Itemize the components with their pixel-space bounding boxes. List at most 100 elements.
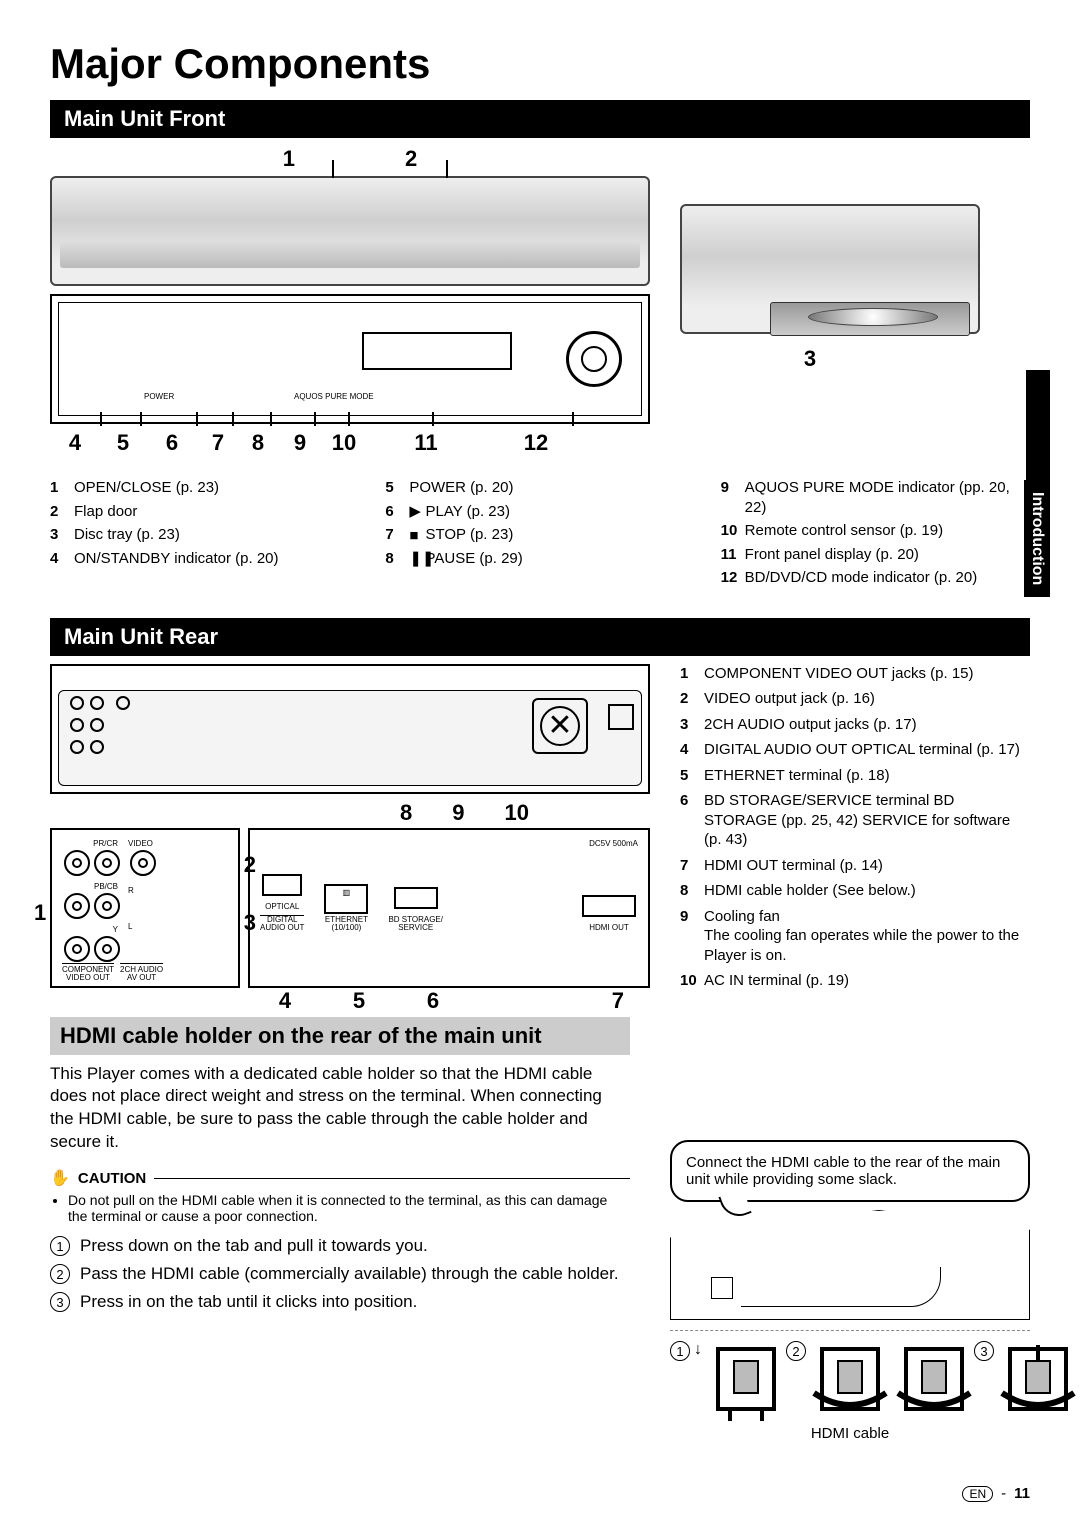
legend-item: 1COMPONENT VIDEO OUT jacks (p. 15) [680, 664, 1030, 684]
caution-list: Do not pull on the HDMI cable when it is… [50, 1192, 630, 1224]
caution-heading: ✋ CAUTION [50, 1168, 630, 1188]
power-label: POWER [144, 392, 174, 401]
display-box [362, 332, 512, 370]
unit-rear-sketch [670, 1210, 1030, 1320]
label-r: R [128, 887, 158, 895]
hdmi-heading: HDMI cable holder on the rear of the mai… [50, 1017, 630, 1055]
callout-1: 1 [283, 146, 295, 172]
rear-detail-a: 1 2 3 PR/CR PB/CB Y VIDEO R [50, 828, 240, 988]
callout-2: 2 [405, 146, 417, 172]
legend-item: 6▶ PLAY (p. 23) [385, 502, 694, 522]
label-l: L [128, 923, 158, 931]
callout-4: 4 [50, 430, 100, 456]
callout-r1: 1 [34, 900, 46, 926]
jack-icon [94, 893, 120, 919]
rear-top-callouts: 8 9 10 [400, 800, 650, 826]
hdmi-port-icon [582, 895, 636, 917]
front-legend: 1OPEN/CLOSE (p. 23)2Flap door3Disc tray … [50, 478, 1030, 592]
step-item: 3Press in on the tab until it clicks int… [50, 1292, 630, 1312]
jack-icon [94, 850, 120, 876]
hand-icon: ✋ [50, 1168, 70, 1188]
dial-icon [566, 331, 622, 387]
step-item: 1Press down on the tab and pull it towar… [50, 1236, 630, 1256]
clip-icon [998, 1341, 1078, 1421]
page-number: 11 [1014, 1485, 1030, 1502]
label-digital: DIGITAL AUDIO OUT [260, 915, 304, 932]
label-ethernet: ETHERNET (10/100) [322, 916, 370, 932]
hdmi-steps: 1Press down on the tab and pull it towar… [50, 1236, 630, 1312]
clip-icon [810, 1341, 890, 1421]
callout-12: 12 [486, 430, 586, 456]
rear-detail-b: DC5V 500mA OPTICAL DIGITAL AUDIO OUT ▥ E… [248, 828, 650, 988]
side-tab-spacer [1026, 370, 1050, 480]
jack-icon [130, 850, 156, 876]
callout-r8: 8 [400, 800, 412, 826]
disc-tray-illustration [680, 204, 980, 334]
callout-10: 10 [322, 430, 366, 456]
label-bd: BD STORAGE/ SERVICE [388, 916, 443, 932]
optical-port-icon [262, 874, 302, 896]
down-arrow-icon: ↓ [694, 1341, 702, 1359]
legend-item: 9AQUOS PURE MODE indicator (pp. 20, 22) [721, 478, 1030, 517]
callout-6: 6 [146, 430, 198, 456]
label-pbcb: PB/CB [62, 883, 122, 891]
legend-item: 4ON/STANDBY indicator (p. 20) [50, 549, 359, 569]
legend-item: 32CH AUDIO output jacks (p. 17) [680, 715, 1030, 735]
label-avout: 2CH AUDIO AV OUT [120, 963, 163, 982]
legend-item: 4DIGITAL AUDIO OUT OPTICAL terminal (p. … [680, 740, 1030, 760]
legend-item: 11Front panel display (p. 20) [721, 545, 1030, 565]
callout-r6: 6 [398, 988, 468, 1014]
callout-8: 8 [238, 430, 278, 456]
rear-legend: 1COMPONENT VIDEO OUT jacks (p. 15) 2VIDEO… [680, 664, 1030, 997]
callout-7: 7 [198, 430, 238, 456]
legend-item: 9Cooling fan The cooling fan operates wh… [680, 907, 1030, 966]
legend-item: 12BD/DVD/CD mode indicator (p. 20) [721, 568, 1030, 588]
jack-icon [64, 850, 90, 876]
ac-in-icon [608, 704, 634, 730]
jack-cluster [70, 696, 150, 762]
step-badge-2: 2 [786, 1341, 806, 1361]
bd-port-icon [394, 887, 438, 909]
label-hdmi: HDMI OUT [580, 924, 638, 932]
clip-icon [894, 1341, 974, 1421]
side-tab: Introduction [1024, 480, 1050, 597]
legend-item: 6BD STORAGE/SERVICE terminal BD STORAGE … [680, 791, 1030, 850]
fan-icon [532, 698, 588, 754]
callout-5: 5 [100, 430, 146, 456]
step-item: 2Pass the HDMI cable (commercially avail… [50, 1264, 630, 1284]
callout-9: 9 [278, 430, 322, 456]
label-component: COMPONENT VIDEO OUT [62, 963, 114, 982]
legend-item: 5ETHERNET terminal (p. 18) [680, 766, 1030, 786]
front-top-callouts: 1 2 [50, 146, 650, 172]
legend-item: 10AC IN terminal (p. 19) [680, 971, 1030, 991]
label-dc: DC5V 500mA [260, 840, 638, 848]
callout-r9: 9 [452, 800, 464, 826]
legend-item: 1OPEN/CLOSE (p. 23) [50, 478, 359, 498]
step-badge-1: 1 [670, 1341, 690, 1361]
rear-device-diagram [50, 664, 650, 794]
legend-item: 7HDMI OUT terminal (p. 14) [680, 856, 1030, 876]
step-badge-3: 3 [974, 1341, 994, 1361]
front-bottom-callouts: 4 5 6 7 8 9 10 11 12 [50, 430, 650, 456]
jack-icon [64, 893, 90, 919]
callout-11: 11 [366, 430, 486, 456]
legend-item: 8❚❚ PAUSE (p. 29) [385, 549, 694, 569]
ethernet-port-icon: ▥ [324, 884, 368, 914]
speech-bubble: Connect the HDMI cable to the rear of th… [670, 1140, 1030, 1202]
label-optical: OPTICAL [260, 903, 304, 911]
page-footer: EN - 11 [962, 1485, 1030, 1502]
legend-item: 2VIDEO output jack (p. 16) [680, 689, 1030, 709]
jack-icon [94, 936, 120, 962]
label-video: VIDEO [128, 840, 158, 848]
callout-r5: 5 [320, 988, 398, 1014]
callout-r4: 4 [250, 988, 320, 1014]
front-device-illustration [50, 176, 650, 286]
hdmi-body: This Player comes with a dedicated cable… [50, 1063, 630, 1155]
legend-item: 8HDMI cable holder (See below.) [680, 881, 1030, 901]
callout-r10: 10 [505, 800, 529, 826]
jack-icon [64, 936, 90, 962]
callout-3: 3 [680, 346, 940, 372]
legend-item: 10Remote control sensor (p. 19) [721, 521, 1030, 541]
label-prcr: PR/CR [62, 840, 122, 848]
legend-item: 5POWER (p. 20) [385, 478, 694, 498]
